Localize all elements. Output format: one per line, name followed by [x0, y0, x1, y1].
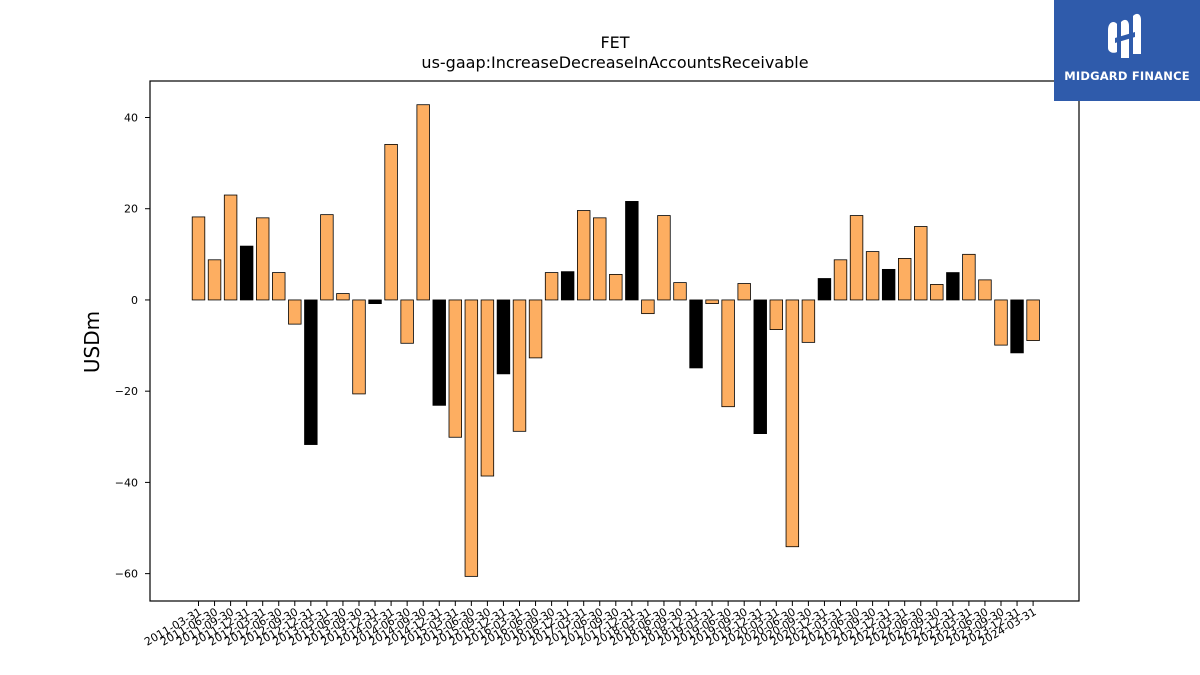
bar-2018-12-31 — [689, 299, 703, 369]
bar-2022-06-30 — [914, 226, 928, 301]
bar-2013-03-31 — [320, 214, 334, 301]
y-tick-label: 0 — [131, 294, 138, 307]
bar-2015-06-30 — [464, 299, 479, 577]
brand-logo: MIDGARD FINANCE — [1054, 0, 1200, 101]
bars-group — [191, 104, 1040, 577]
bar-2020-12-31 — [817, 278, 832, 301]
bar-2020-06-30 — [785, 299, 800, 548]
bar-2017-09-30 — [609, 273, 623, 301]
bar-2011-09-30 — [223, 194, 238, 301]
bar-2015-03-31 — [448, 299, 463, 438]
bar-2015-12-31 — [496, 299, 511, 375]
bar-2022-03-31 — [898, 258, 912, 301]
y-tick-label: −60 — [115, 568, 138, 581]
chart-title: FET — [600, 33, 629, 52]
bar-2012-06-30 — [272, 272, 286, 301]
bar-2024-03-31 — [1026, 299, 1040, 341]
bar-2014-12-31 — [432, 299, 446, 406]
bar-2014-03-31 — [384, 143, 398, 301]
bar-2012-03-31 — [255, 217, 270, 301]
y-tick-label: −40 — [115, 476, 138, 489]
bar-2013-06-30 — [336, 293, 350, 301]
bar-2011-06-30 — [207, 259, 222, 301]
bar-2019-12-31 — [753, 299, 767, 435]
bar-2023-03-31 — [962, 253, 976, 301]
bar-2021-12-31 — [881, 268, 896, 301]
bar-2014-09-30 — [416, 104, 430, 301]
y-axis-label: USDm — [80, 311, 104, 373]
plot-frame — [149, 80, 1080, 602]
y-tick-label: 40 — [124, 111, 138, 124]
bar-2019-09-30 — [737, 283, 751, 301]
bar-2022-12-31 — [946, 272, 960, 301]
logo-text: MIDGARD FINANCE — [1064, 69, 1190, 83]
bar-2023-12-31 — [1010, 299, 1024, 354]
x-axis: 2011-03-312011-06-302011-09-302011-12-31… — [142, 601, 1039, 649]
bar-2019-06-30 — [721, 299, 735, 408]
bar-2017-03-31 — [577, 210, 591, 301]
bar-2014-06-30 — [400, 299, 414, 344]
bar-2023-09-30 — [994, 299, 1008, 346]
bar-2013-12-31 — [368, 299, 382, 305]
bar-2013-09-30 — [352, 299, 366, 395]
bar-2020-03-31 — [769, 299, 784, 331]
bar-2018-06-30 — [657, 215, 671, 301]
bar-2012-09-30 — [288, 299, 302, 325]
bar-2023-06-30 — [978, 279, 992, 301]
bar-2016-12-31 — [560, 271, 575, 301]
bar-2017-06-30 — [593, 217, 607, 301]
bar-2018-03-31 — [641, 299, 655, 315]
bar-2022-09-30 — [930, 284, 944, 301]
bar-2021-03-31 — [833, 259, 848, 301]
bar-2021-06-30 — [849, 215, 864, 301]
y-tick-label: −20 — [115, 385, 138, 398]
bar-2016-09-30 — [544, 272, 559, 301]
bar-2019-03-31 — [705, 299, 719, 305]
chart-subtitle: us-gaap:IncreaseDecreaseInAccountsReceiv… — [421, 53, 808, 72]
bar-2011-12-31 — [239, 245, 254, 301]
bar-2016-06-30 — [528, 299, 543, 359]
bar-2015-09-30 — [480, 299, 495, 477]
bar-2016-03-31 — [512, 299, 527, 432]
bar-2021-09-30 — [865, 251, 880, 301]
y-tick-label: 20 — [124, 203, 138, 216]
bar-2011-03-31 — [191, 216, 206, 301]
bar-2020-09-30 — [801, 299, 816, 343]
bar-2012-12-31 — [304, 299, 318, 445]
y-axis: −60 −40 −20 0 20 40 — [115, 111, 150, 581]
midgard-logo-icon — [1108, 13, 1141, 58]
bar-2018-09-30 — [673, 282, 687, 301]
bar-2017-12-31 — [625, 201, 639, 301]
